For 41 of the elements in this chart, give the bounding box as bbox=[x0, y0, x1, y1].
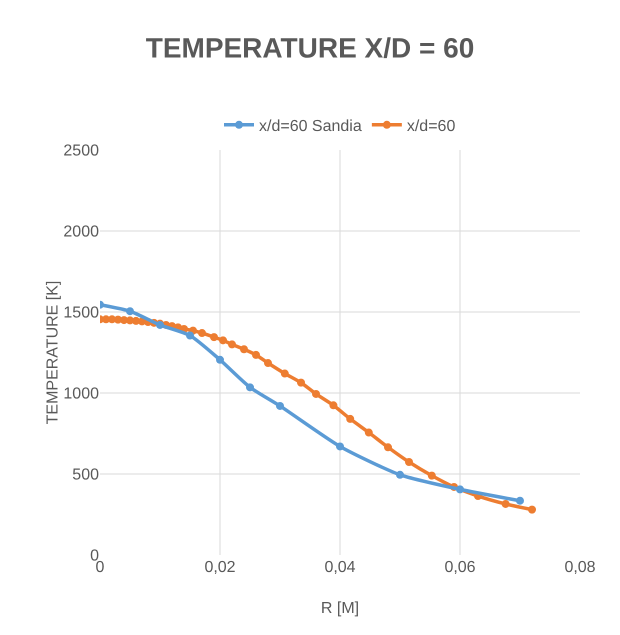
y-axis-title: TEMPERATURE [K] bbox=[44, 280, 62, 424]
point bbox=[126, 307, 134, 316]
point bbox=[329, 401, 338, 410]
y-tick-label: 2500 bbox=[63, 142, 100, 160]
chart-title: TEMPERATURE X/D = 60 bbox=[146, 32, 474, 64]
y-tick-label: 500 bbox=[72, 466, 100, 484]
point bbox=[456, 485, 464, 494]
point bbox=[346, 414, 354, 423]
x-tick-label: 0,02 bbox=[204, 559, 236, 576]
legend-label: x/d=60 Sandia bbox=[259, 118, 362, 136]
point bbox=[228, 340, 236, 348]
point bbox=[240, 345, 248, 354]
point bbox=[198, 329, 206, 338]
point bbox=[516, 496, 524, 505]
x-tick-label: 0,08 bbox=[564, 559, 596, 576]
x-tick-label: 0,04 bbox=[324, 559, 356, 576]
point bbox=[252, 350, 260, 359]
x-tick-label: 0,06 bbox=[444, 559, 476, 576]
point bbox=[364, 428, 373, 437]
point bbox=[384, 443, 392, 452]
point bbox=[280, 370, 289, 378]
point bbox=[336, 442, 344, 450]
point bbox=[528, 506, 536, 514]
y-tick-label: 1500 bbox=[63, 304, 100, 322]
point bbox=[264, 359, 272, 368]
point bbox=[219, 336, 227, 344]
legend-label: x/d=60 bbox=[406, 118, 456, 136]
point bbox=[210, 333, 218, 342]
x-axis-title: R [M] bbox=[320, 600, 360, 617]
point bbox=[216, 356, 224, 364]
point bbox=[246, 383, 254, 392]
point bbox=[312, 390, 320, 398]
point bbox=[276, 402, 284, 410]
point bbox=[297, 378, 305, 387]
point bbox=[502, 500, 510, 508]
y-tick-label: 1000 bbox=[63, 386, 100, 403]
point bbox=[396, 470, 404, 479]
point bbox=[428, 472, 436, 480]
point bbox=[186, 331, 194, 340]
y-tick-label: 2000 bbox=[63, 224, 100, 241]
point bbox=[405, 458, 413, 466]
